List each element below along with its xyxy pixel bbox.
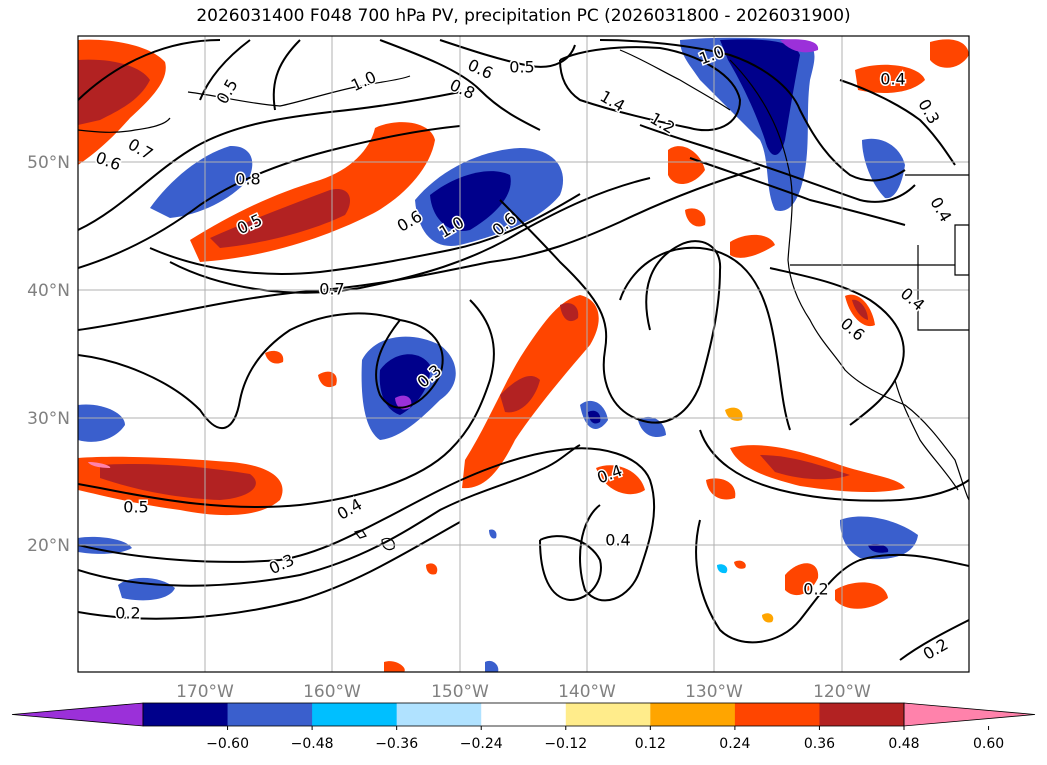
contour-label: 0.4 (605, 531, 630, 550)
contour-label: 0.8 (235, 170, 260, 189)
latitude-labels: 50°N 40°N 30°N 20°N (27, 153, 70, 556)
contour-label: 0.2 (115, 604, 140, 623)
lat-label-40n: 40°N (27, 281, 70, 301)
lat-label-50n: 50°N (27, 153, 70, 173)
graticule (78, 36, 969, 672)
coastlines (78, 49, 969, 551)
colorbar-tick-label: 0.60 (973, 736, 1004, 752)
colorbar-extend-high (903, 702, 1036, 727)
colorbar-tick-labels: −0.60 −0.48 −0.36 −0.24 −0.12 0.12 0.24 0.36 0.4… (206, 726, 1004, 752)
map-frame (77, 35, 970, 673)
colorbar-segment (819, 703, 905, 726)
contour-label: 0.5 (123, 498, 148, 517)
colorbar-segment (143, 703, 229, 726)
colorbar-segment (565, 703, 651, 726)
lon-label-160w: 160°W (303, 682, 361, 702)
colorbar-tick-label: 0.48 (888, 736, 919, 752)
colorbar-segment (481, 703, 567, 726)
colorbar-extend-low (11, 702, 144, 727)
colorbar-tick-label: 0.12 (635, 736, 666, 752)
colorbar-tick-label: −0.12 (544, 736, 587, 752)
contour-label: 0.6 (587, 12, 612, 31)
pv-contours (78, 39, 969, 661)
colorbar-frame (142, 702, 905, 727)
colorbar-segment (396, 703, 482, 726)
colorbar-segment (312, 703, 398, 726)
lat-label-30n: 30°N (27, 409, 70, 429)
lon-label-140w: 140°W (558, 682, 616, 702)
lon-label-170w: 170°W (176, 682, 234, 702)
colorbar-tick-label: −0.24 (460, 736, 503, 752)
colorbar-segment (734, 703, 820, 726)
lat-label-20n: 20°N (27, 536, 70, 556)
colorbar-tick-label: −0.36 (375, 736, 418, 752)
contour-label: 0.7 (319, 280, 344, 299)
colorbar-tick-label: −0.60 (206, 736, 249, 752)
lon-label-150w: 150°W (431, 682, 489, 702)
lon-label-130w: 130°W (685, 682, 743, 702)
lon-label-120w: 120°W (813, 682, 871, 702)
colorbar-segment (650, 703, 736, 726)
contour-label: 0.5 (509, 58, 534, 77)
colorbar-tick-label: −0.48 (291, 736, 334, 752)
contour-label: 0.4 (880, 70, 905, 89)
contour-label: 0.2 (803, 580, 828, 599)
colorbar-tick-label: 0.36 (804, 736, 835, 752)
colorbar (11, 702, 1036, 727)
colorbar-segment (227, 703, 313, 726)
map-title: 2026031400 F048 700 hPa PV, precipitatio… (196, 6, 851, 26)
colorbar-tick-label: 0.24 (719, 736, 750, 752)
precip-positive-shading (78, 39, 969, 672)
longitude-labels: 170°W 160°W 150°W 140°W 130°W 120°W (176, 682, 871, 702)
